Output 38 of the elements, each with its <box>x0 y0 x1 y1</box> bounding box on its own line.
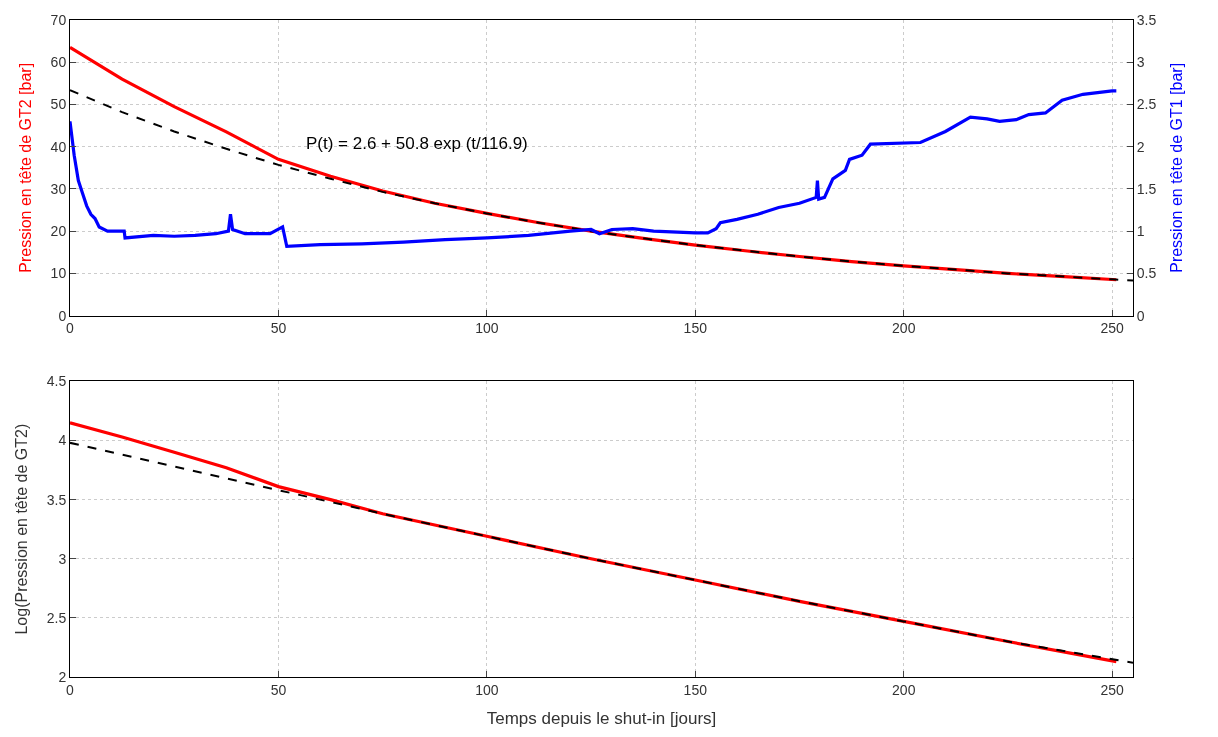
y-tick-label: 3.5 <box>46 491 67 508</box>
x-axis-title: Temps depuis le shut-in [jours] <box>486 709 717 729</box>
y2-tick-label: 0.5 <box>1136 265 1157 282</box>
y-tick-label: 10 <box>50 265 67 282</box>
y-tick-label: 70 <box>50 11 67 28</box>
y2-tick-label: 1 <box>1136 223 1145 240</box>
line-series <box>70 89 1118 248</box>
y-tick-label: 40 <box>50 138 67 155</box>
x-tick-label: 100 <box>475 320 499 337</box>
x-tick-label: 150 <box>683 681 708 698</box>
y2-tick-label: 3 <box>1136 54 1145 71</box>
y-tick-label: 2.5 <box>46 609 67 626</box>
y2-tick-label: 2 <box>1136 138 1145 155</box>
y-axis-title: Log(Pression en tête de GT2) <box>12 423 30 635</box>
y2-tick-label: 3.5 <box>1136 11 1157 28</box>
y-tick-label: 20 <box>50 223 67 240</box>
y2-tick-label: 2.5 <box>1136 96 1157 113</box>
y-tick-label: 3 <box>58 550 67 567</box>
x-tick-label: 150 <box>683 320 708 337</box>
x-tick-label: 250 <box>1100 320 1125 337</box>
x-tick-label: 100 <box>475 681 499 698</box>
y-tick-label: 50 <box>50 96 67 113</box>
y2-tick-label: 1.5 <box>1136 180 1157 197</box>
x-tick-label: 50 <box>270 681 287 698</box>
y-tick-label: 2 <box>58 668 67 685</box>
y2-tick-label: 0 <box>1136 307 1145 324</box>
y-tick-label: 4.5 <box>46 373 67 390</box>
y2-axis-title: Pression en tête de GT1 [bar] <box>1168 62 1186 273</box>
y-tick-label: 60 <box>50 54 67 71</box>
x-tick-label: 200 <box>892 681 916 698</box>
y-tick-label: 4 <box>58 432 67 449</box>
x-tick-label: 250 <box>1100 681 1125 698</box>
y-tick-label: 0 <box>58 307 67 324</box>
x-tick-label: 200 <box>892 320 916 337</box>
annotation: P(t) = 2.6 + 50.8 exp (t/116.9) <box>306 134 528 153</box>
x-tick-label: 50 <box>270 320 287 337</box>
y-axis-title: Pression en tête de GT2 [bar] <box>16 62 34 273</box>
y-tick-label: 30 <box>50 180 67 197</box>
